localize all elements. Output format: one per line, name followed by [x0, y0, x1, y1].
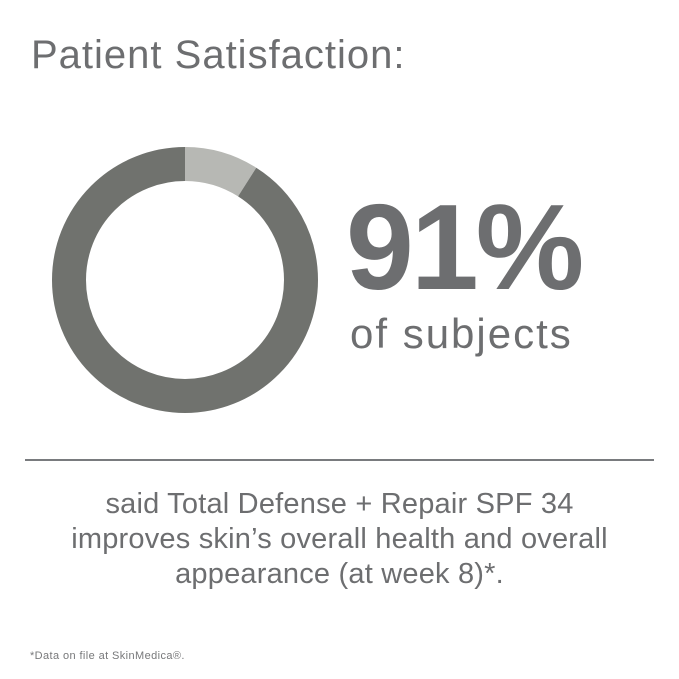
satisfaction-donut-chart — [51, 146, 319, 414]
claim-line-3: appearance (at week 8)*. — [175, 558, 504, 590]
stat-block: 91% of subjects — [346, 186, 656, 358]
donut-segment-satisfied — [52, 147, 318, 413]
claim-text: said Total Defense + Repair SPF 34 impro… — [0, 487, 679, 592]
stat-caption: of subjects — [350, 310, 573, 357]
claim-line-1: said Total Defense + Repair SPF 34 — [105, 488, 574, 520]
claim-line-2: improves skin’s overall health and overa… — [71, 523, 608, 555]
footnote: *Data on file at SkinMedica®. — [30, 650, 185, 662]
stat-value: 91% — [346, 179, 584, 315]
donut-svg — [52, 147, 318, 413]
page-title: Patient Satisfaction: — [31, 33, 406, 77]
divider-line — [25, 459, 654, 461]
